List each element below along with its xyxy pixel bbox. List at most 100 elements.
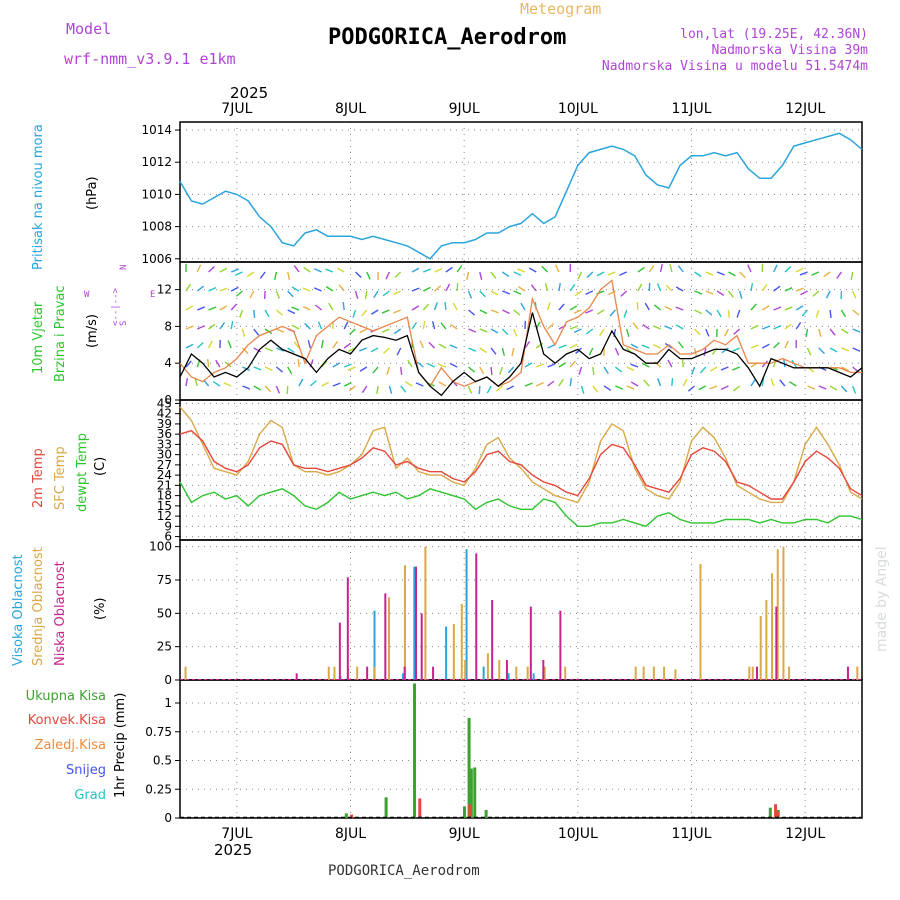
cloud-low-bar [366,666,369,680]
y-tick-label: 1006 [141,252,172,266]
x-tick-label-top: 8JUL [335,101,366,117]
wind-arrow [652,344,661,349]
wind-arrow [580,385,585,394]
y-tick-label: 25 [157,640,172,654]
wind-arrow [404,381,413,387]
wind-arrow [423,268,432,273]
wind-arrow [675,324,684,330]
cloud-mid-bar [856,666,859,680]
wind-arrow [852,290,857,299]
cloud-low-bar [295,673,298,680]
wind-arrow [513,290,522,295]
wind-arrow [434,268,443,273]
wind-arrow [691,366,696,375]
wind-arrow [298,378,304,387]
wind-arrow [773,342,780,349]
cloud-mid-bar [674,669,677,680]
wind-arrow [630,363,639,368]
wind-arrow [219,322,226,330]
wind-arrow [773,325,782,330]
temp-ylabel-3: dewpt Temp [75,433,90,512]
wind-arrow [815,309,820,318]
wind-arrow [641,362,650,368]
wind-arrow [490,347,497,355]
wind-arrow [799,271,808,276]
cloud-mid-bar [564,666,567,680]
wind-arrow [502,271,510,278]
wind-arrow [411,305,420,311]
cloud-mid-bar [515,666,518,680]
wind-arrow [287,309,296,315]
wind-arrow [693,328,701,336]
wind-arrow [784,323,792,330]
footer-station: PODGORICA_Aerodrom [328,863,480,879]
wind-arrow [468,328,477,333]
wind-arrow [829,385,838,391]
cloud-mid-bar [498,660,501,680]
precip-total-bar [463,806,467,818]
wind-arrow [338,284,345,292]
wind-arrow [547,323,555,330]
wind-arrow [530,284,537,292]
y-tick-label: 1 [164,696,172,710]
wind-arrow [694,309,703,315]
wind-arrow [664,305,673,311]
wind-arrow [732,385,741,392]
wind-arrow [536,381,544,387]
wind-arrow [546,302,551,311]
wind-arrow [818,328,822,337]
wind-arrow [287,271,291,280]
wind-arrow [381,328,390,333]
y-tick-label: 0 [164,673,172,687]
cloud-high-bar [507,673,510,680]
wind-arrow [208,265,215,273]
wind-arrow [643,379,650,387]
wind-arrow [644,302,650,311]
cloud-low-bar [346,577,349,680]
wind-arrow [724,328,730,337]
wind-arrow [811,271,820,276]
y-tick-label: 0.25 [145,782,172,796]
wind-arrow [246,271,255,278]
wind-arrow [230,321,234,330]
wind-arrow [411,287,420,292]
wind-arrow [770,378,775,387]
wind-arrow [732,347,740,352]
wind-arrow [212,381,221,387]
wind-arrow [716,290,725,297]
wind-arrow [547,380,555,387]
precip-total-bar [344,813,348,818]
wind-arrow [467,385,473,394]
wind-arrow [694,271,702,278]
wind-arrow [517,286,526,292]
wind-arrow [675,306,684,311]
y-tick-label: 30 [157,448,172,462]
wind-arrow [829,328,836,336]
wind-arrow [656,283,662,292]
cloud-unit: (%) [93,598,108,621]
wind-arrow [501,347,506,356]
elevation-label: Nadmorska Visina 39m [711,43,868,58]
wind-arrow [547,344,556,349]
wind-arrow [393,328,402,335]
wind-arrow [502,309,510,315]
wind-arrow [275,366,284,373]
wind-arrow [208,286,217,292]
cloud-mid-bar [652,666,655,680]
wind-arrow [517,268,526,273]
precip-label-total: Ukupna Kisa [26,689,106,704]
wind-arrow [619,271,627,276]
wind-arrow [445,266,453,273]
wind-arrow [287,290,294,298]
wind-arrow [343,342,352,349]
wind-arrow [807,385,816,390]
wind-arrow [383,347,390,354]
wind-arrow [185,283,191,292]
wind-arrow [449,362,458,368]
wind-arrow [427,362,435,368]
wind-arrow [573,328,582,333]
wind-arrow [789,381,797,387]
wind-arrow [801,309,809,317]
wind-arrow [841,328,849,334]
wind-arrow [320,340,324,349]
